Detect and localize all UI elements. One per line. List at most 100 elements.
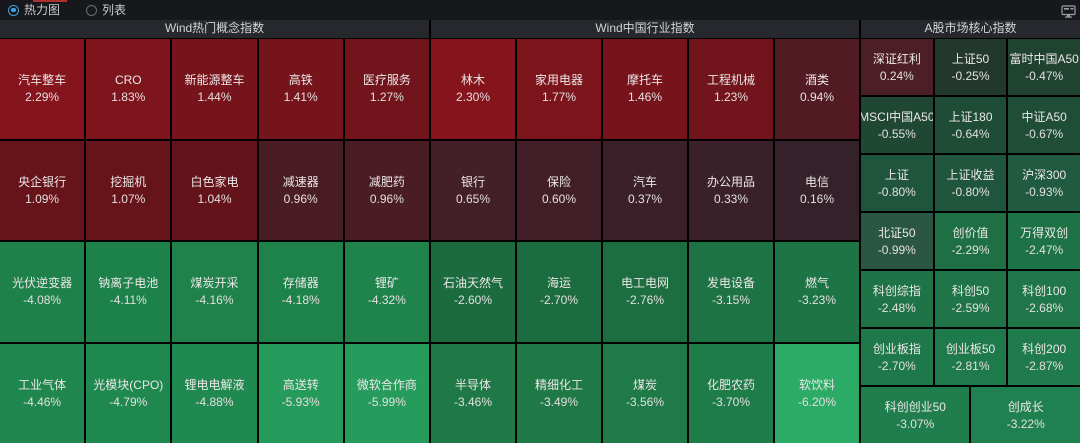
cell-label: 科创100 (1022, 283, 1067, 298)
heatmap-cell[interactable]: 燃气 -3.23% (775, 242, 859, 342)
heatmap-cell[interactable]: 微软合作商 -5.99% (344, 343, 429, 443)
heatmap-cell[interactable]: CRO 1.83% (86, 39, 171, 139)
heatmap-cell[interactable]: 发电设备 -3.15% (689, 242, 773, 342)
cell-label: 上证收益 (946, 167, 995, 182)
heatmap-cell[interactable]: 创业板50 -2.81% (934, 329, 1007, 385)
cell-value: -2.81% (951, 358, 990, 373)
heatmap-cell[interactable]: 科创50 -2.59% (934, 271, 1007, 327)
heatmap-cell[interactable]: 万得双创 -2.47% (1008, 213, 1080, 269)
cell-label: 上证50 (951, 51, 990, 66)
heatmap-cell[interactable]: 上证 -0.80% (861, 155, 933, 211)
cell-value: -2.76% (625, 293, 665, 308)
section-a-share-core-index: A股市场核心指数 深证红利 0.24% 上证50 -0.25% 富时中国A50 … (861, 20, 1080, 443)
cell-label: 燃气 (804, 276, 829, 291)
heatmap-cell[interactable]: 保险 0.60% (517, 140, 601, 240)
heatmap-cell[interactable]: 酒类 0.94% (775, 39, 859, 139)
active-tab-indicator (33, 0, 67, 2)
heatmap-cell[interactable]: 银行 0.65% (431, 140, 515, 240)
view-mode-radio[interactable]: 热力图 (8, 0, 60, 20)
heatmap-cell[interactable]: 锂矿 -4.32% (344, 242, 429, 342)
section-title: Wind中国行业指数 (431, 20, 859, 38)
cell-value: -4.08% (23, 293, 62, 308)
cell-value: 1.44% (197, 90, 232, 105)
heatmap-cell[interactable]: 钠离子电池 -4.11% (86, 242, 171, 342)
cell-value: 1.23% (713, 90, 749, 105)
heatmap-cell[interactable]: 光模块(CPO) -4.79% (86, 343, 171, 443)
cell-value: -4.88% (195, 394, 234, 409)
heatmap-cell[interactable]: 北证50 -0.99% (861, 213, 933, 269)
heatmap-cell[interactable]: 摩托车 1.46% (603, 39, 687, 139)
heatmap-cell[interactable]: 林木 2.30% (431, 39, 515, 139)
cell-label: 锂电电解液 (184, 377, 245, 392)
heatmap-cell[interactable]: 科创综指 -2.48% (861, 271, 933, 327)
cell-label: 北证50 (878, 225, 916, 240)
heatmap-cell[interactable]: 软饮料 -6.20% (775, 343, 859, 443)
heatmap-cell[interactable]: 煤炭 -3.56% (603, 343, 687, 443)
heatmap-cell[interactable]: 减肥药 0.96% (344, 140, 429, 240)
cell-value: -2.68% (1025, 300, 1064, 315)
cell-value: -4.16% (195, 293, 234, 308)
heatmap-cell[interactable]: 精细化工 -3.49% (517, 343, 601, 443)
heatmap-cell[interactable]: 汽车 0.37% (603, 140, 687, 240)
heatmap-cell[interactable]: 创价值 -2.29% (934, 213, 1007, 269)
heatmap-cell[interactable]: 办公用品 0.33% (689, 140, 773, 240)
heatmap-cell[interactable]: 富时中国A50 -0.47% (1008, 39, 1080, 95)
cell-value: 0.96% (283, 191, 318, 206)
heatmap-cell[interactable]: 科创创业50 -3.07% (861, 387, 970, 443)
heatmap-cell[interactable]: 沪深300 -0.93% (1008, 155, 1080, 211)
heatmap-cell[interactable]: 医疗服务 1.27% (344, 39, 429, 139)
heatmap-cell[interactable]: 新能源整车 1.44% (172, 39, 257, 139)
cell-value: -2.48% (877, 300, 916, 315)
cell-label: 上证 (884, 167, 909, 182)
cell-value: -4.79% (109, 394, 148, 409)
heatmap-cell[interactable]: 海运 -2.70% (517, 242, 601, 342)
heatmap-cell[interactable]: 上证50 -0.25% (934, 39, 1007, 95)
heatmap-cell[interactable]: 工业气体 -4.46% (0, 343, 85, 443)
toolbar: 热力图 列表 (0, 0, 1080, 20)
heatmap-cell[interactable]: 白色家电 1.04% (172, 140, 257, 240)
heatmap-cell[interactable]: 高送转 -5.93% (258, 343, 343, 443)
cell-value: -2.70% (539, 293, 579, 308)
cell-label: 光伏逆变器 (12, 276, 73, 291)
cell-label: 电信 (804, 174, 829, 189)
cell-label: 精细化工 (534, 377, 583, 392)
cell-value: 0.94% (799, 90, 835, 105)
heatmap-cell[interactable]: 高铁 1.41% (258, 39, 343, 139)
cell-value: 0.65% (455, 191, 491, 206)
heatmap-cell[interactable]: 石油天然气 -2.60% (431, 242, 515, 342)
cell-value: -3.23% (797, 293, 837, 308)
heatmap-cell[interactable]: 光伏逆变器 -4.08% (0, 242, 85, 342)
heatmap-cell[interactable]: 上证收益 -0.80% (934, 155, 1007, 211)
heatmap-cell[interactable]: 汽车整车 2.29% (0, 39, 85, 139)
heatmap-cell[interactable]: 上证180 -0.64% (934, 97, 1007, 153)
cell-label: 钠离子电池 (98, 276, 159, 291)
heatmap-cell[interactable]: 化肥农药 -3.70% (689, 343, 773, 443)
monitor-icon[interactable] (1061, 5, 1076, 18)
heatmap-cell[interactable]: 创业板指 -2.70% (861, 329, 933, 385)
heatmap-cell[interactable]: 减速器 0.96% (258, 140, 343, 240)
heatmap-cell[interactable]: 科创100 -2.68% (1008, 271, 1080, 327)
view-mode-radio[interactable]: 列表 (86, 0, 126, 20)
heatmap-cell[interactable]: 中证A50 -0.67% (1008, 97, 1080, 153)
cell-value: -0.93% (1025, 184, 1064, 199)
heatmap-cell[interactable]: 工程机械 1.23% (689, 39, 773, 139)
cell-label: 沪深300 (1022, 167, 1067, 182)
cell-label: 上证180 (948, 109, 993, 124)
cell-value: 0.16% (799, 191, 835, 206)
heatmap-cell[interactable]: 存储器 -4.18% (258, 242, 343, 342)
heatmap-cell[interactable]: MSCI中国A50 -0.55% (861, 97, 933, 153)
heatmap-cell[interactable]: 挖掘机 1.07% (86, 140, 171, 240)
heatmap-cell[interactable]: 科创200 -2.87% (1008, 329, 1080, 385)
section-wind-china-industry: Wind中国行业指数 林木 2.30% 家用电器 1.77% 摩托车 1.46% (431, 20, 859, 443)
heatmap-cell[interactable]: 央企银行 1.09% (0, 140, 85, 240)
heatmap-cell[interactable]: 电工电网 -2.76% (603, 242, 687, 342)
heatmap-cell[interactable]: 创成长 -3.22% (971, 387, 1080, 443)
heatmap-cell[interactable]: 深证红利 0.24% (861, 39, 933, 95)
heatmap-cell[interactable]: 半导体 -3.46% (431, 343, 515, 443)
cell-label: 摩托车 (626, 73, 663, 88)
heatmap-cell[interactable]: 锂电电解液 -4.88% (172, 343, 257, 443)
heatmap-cell[interactable]: 电信 0.16% (775, 140, 859, 240)
cell-label: 挖掘机 (110, 174, 147, 189)
heatmap-cell[interactable]: 家用电器 1.77% (517, 39, 601, 139)
heatmap-cell[interactable]: 煤炭开采 -4.16% (172, 242, 257, 342)
